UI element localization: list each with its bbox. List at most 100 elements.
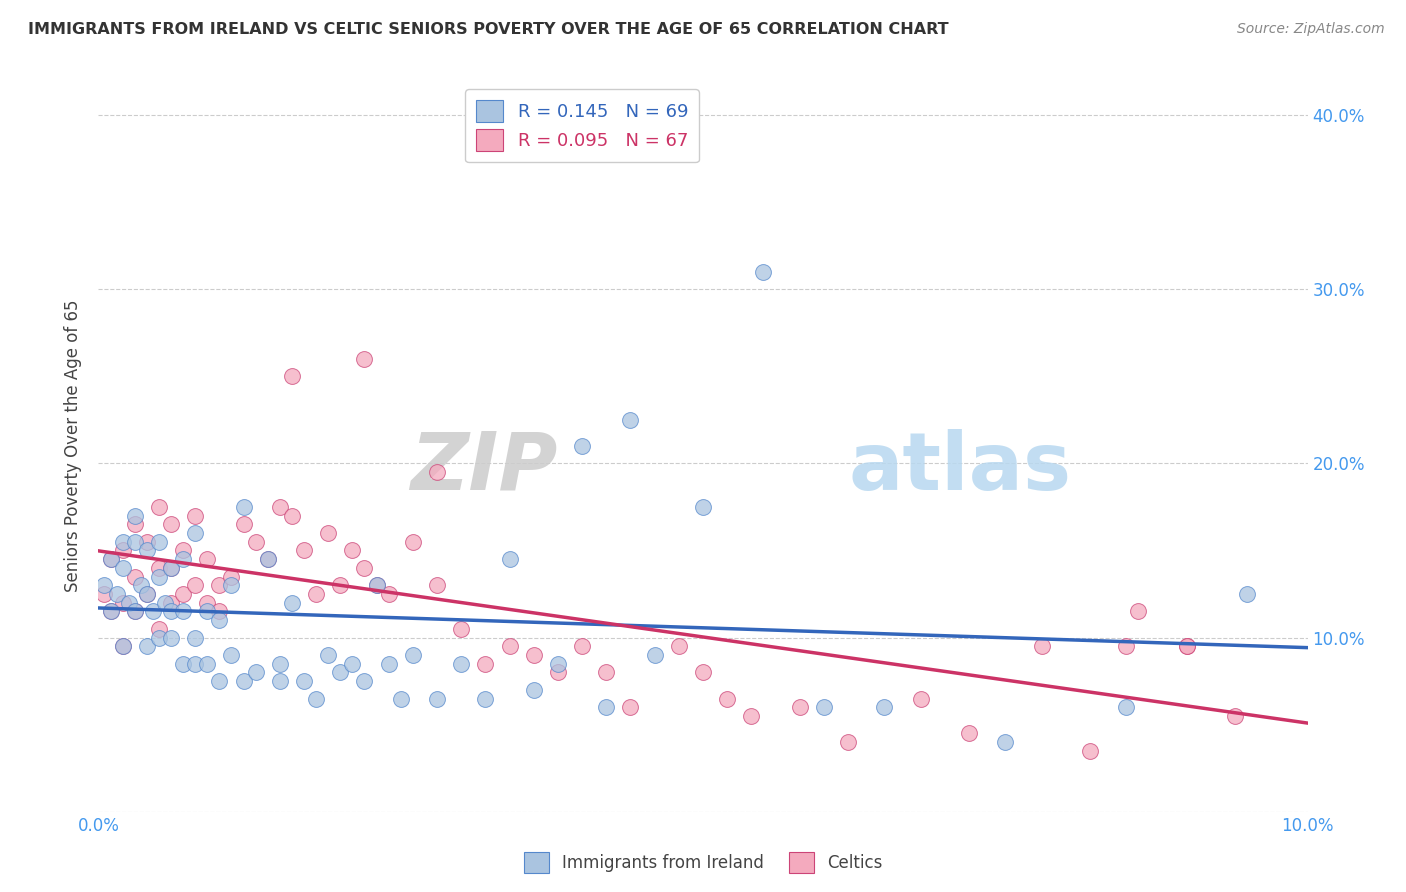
Legend: Immigrants from Ireland, Celtics: Immigrants from Ireland, Celtics (517, 846, 889, 880)
Point (619, 413, 641, 427)
Point (292, 543, 315, 558)
Point (172, 657, 194, 671)
Point (813, 700, 835, 714)
Point (1031, 640, 1053, 654)
Point (474, 657, 496, 671)
Point (644, 648, 666, 662)
Point (450, 657, 472, 671)
Point (100, 552, 122, 566)
Point (135, 587, 157, 601)
Point (184, 526, 207, 541)
Point (910, 691, 932, 706)
Point (184, 508, 207, 523)
Point (124, 517, 146, 532)
Point (208, 604, 231, 618)
Point (195, 596, 218, 610)
Point (129, 578, 152, 592)
Point (160, 561, 183, 575)
Point (111, 596, 134, 610)
Point (195, 552, 218, 566)
Point (353, 561, 375, 575)
Point (148, 534, 170, 549)
Point (221, 578, 243, 592)
Point (402, 534, 425, 549)
Point (523, 648, 546, 662)
Y-axis label: Seniors Poverty Over the Age of 65: Seniors Poverty Over the Age of 65 (65, 300, 83, 592)
Point (668, 640, 690, 654)
Point (148, 500, 170, 514)
Point (281, 369, 304, 384)
Point (595, 665, 617, 680)
Point (111, 640, 134, 654)
Point (692, 500, 714, 514)
Point (1223, 709, 1246, 723)
Point (281, 508, 304, 523)
Point (402, 648, 425, 662)
Point (93, 578, 115, 592)
Point (329, 578, 352, 592)
Point (957, 726, 980, 740)
Point (100, 552, 122, 566)
Point (135, 534, 157, 549)
Point (142, 604, 165, 618)
Point (377, 657, 399, 671)
Point (498, 640, 520, 654)
Point (269, 657, 291, 671)
Point (160, 561, 183, 575)
Point (450, 622, 472, 636)
Point (269, 674, 291, 689)
Point (547, 657, 569, 671)
Text: Source: ZipAtlas.com: Source: ZipAtlas.com (1237, 22, 1385, 37)
Point (571, 439, 593, 453)
Point (245, 534, 267, 549)
Point (752, 265, 775, 279)
Point (837, 735, 859, 749)
Point (160, 604, 183, 618)
Point (547, 665, 569, 680)
Point (1128, 604, 1150, 618)
Point (124, 604, 146, 618)
Text: atlas: atlas (848, 429, 1071, 507)
Point (135, 543, 157, 558)
Point (716, 691, 738, 706)
Legend: R = 0.145   N = 69, R = 0.095   N = 67: R = 0.145 N = 69, R = 0.095 N = 67 (465, 89, 699, 162)
Point (184, 631, 207, 645)
Point (329, 665, 352, 680)
Point (366, 578, 388, 592)
Point (256, 552, 278, 566)
Point (1175, 640, 1198, 654)
Point (389, 691, 412, 706)
Point (1115, 700, 1137, 714)
Point (619, 700, 641, 714)
Point (93, 587, 115, 601)
Point (873, 700, 896, 714)
Point (100, 604, 122, 618)
Point (124, 534, 146, 549)
Point (366, 578, 388, 592)
Point (426, 578, 449, 592)
Point (195, 604, 218, 618)
Point (221, 648, 243, 662)
Point (111, 640, 134, 654)
Point (269, 500, 291, 514)
Point (118, 596, 141, 610)
Point (316, 526, 339, 541)
Point (281, 596, 304, 610)
Point (172, 604, 194, 618)
Point (148, 631, 170, 645)
Point (523, 682, 546, 697)
Point (135, 640, 157, 654)
Point (316, 648, 339, 662)
Point (208, 578, 231, 592)
Point (148, 569, 170, 583)
Point (160, 596, 183, 610)
Point (135, 587, 157, 601)
Point (172, 543, 194, 558)
Point (571, 640, 593, 654)
Point (153, 596, 176, 610)
Point (160, 631, 183, 645)
Point (245, 665, 267, 680)
Point (148, 561, 170, 575)
Point (692, 665, 714, 680)
Point (498, 552, 520, 566)
